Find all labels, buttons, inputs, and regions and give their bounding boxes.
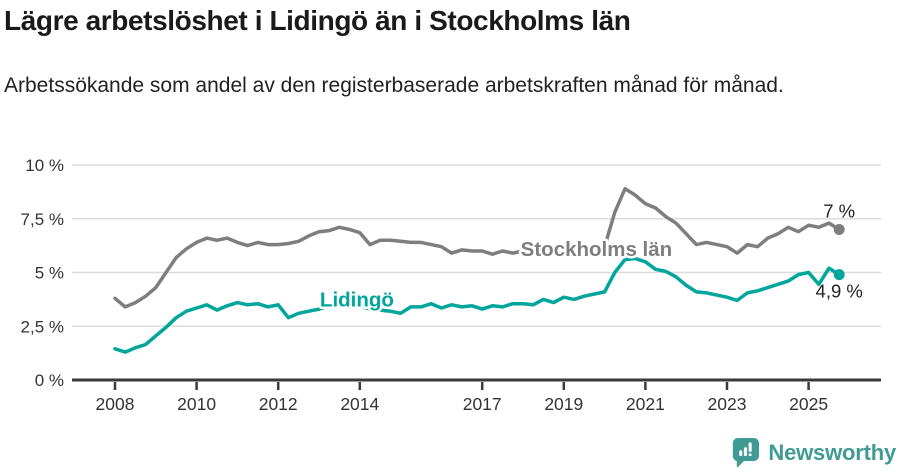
x-tick-label: 2012 [259,394,298,414]
newsworthy-logo: Newsworthy [731,437,896,468]
page-title: Lägre arbetslöshet i Lidingö än i Stockh… [4,5,631,36]
series-end-dot-stockholms-l-n [833,224,845,235]
series-end-label-liding-: 4,9 % [816,281,863,302]
series-inline-label-stockholms-l-n: Stockholms län [521,238,673,261]
x-tick-label: 2023 [708,394,747,414]
unemployment-line-chart: 0 % 2,5 % 5 % 7,5 % 10 % 2008 2010 2012 2014 2017… [21,156,881,414]
y-tick-label: 2,5 % [21,317,64,336]
y-tick-label: 5 % [35,264,64,283]
speech-bubble-bar-chart-icon [733,438,760,468]
exclamation-dot [749,453,753,456]
y-tick-label: 10 % [25,156,64,175]
brand-name: Newsworthy [768,439,896,465]
x-tick-label: 2019 [544,394,583,414]
series-end-dot-liding- [833,269,845,281]
y-tick-label: 0 % [35,371,64,390]
series-line-stockholms-l-n [113,186,841,309]
page-subtitle: Arbetssökande som andel av den registerb… [4,74,784,97]
x-tick-label: 2021 [626,394,665,414]
series-end-label-stockholms-l-n: 7 % [823,201,855,222]
x-tick-label: 2025 [789,394,828,414]
bar-medium [744,447,748,456]
x-tick-label: 2017 [463,394,502,414]
y-tick-label: 7,5 % [21,210,64,229]
series-line-liding- [113,256,841,354]
x-tick-label: 2008 [96,394,135,414]
x-tick-label: 2010 [177,394,216,414]
exclamation-bar [749,442,753,452]
bar-small [739,450,743,456]
series-inline-label-liding-: Lidingö [320,289,394,312]
x-tick-label: 2014 [340,394,379,414]
